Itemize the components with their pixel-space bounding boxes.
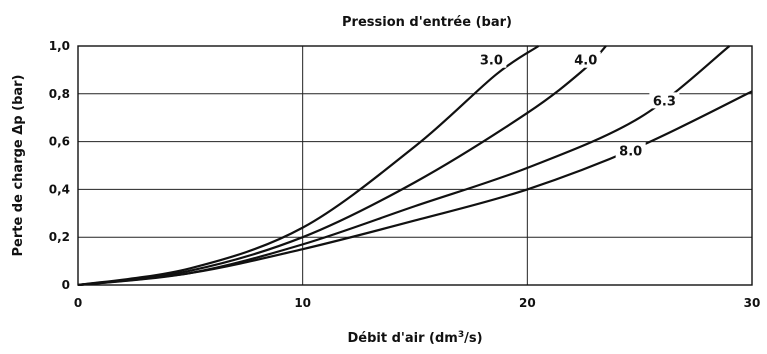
ticks-layer: 0 0,2 0,4 0,6 0,8 1,0 0 10 20 30	[49, 39, 761, 310]
series-line-3.0	[78, 45, 540, 286]
series-label-bg-6.3	[649, 92, 680, 109]
y-tick-label: 0,4	[49, 182, 70, 196]
plot-frame	[77, 45, 753, 286]
x-tick-label: 20	[519, 296, 536, 310]
series-label-8.0: 8.0	[619, 145, 642, 160]
series-label-bg-3.0	[476, 51, 507, 68]
x-tick-label: 10	[294, 296, 311, 310]
y-tick-label: 0	[62, 278, 70, 292]
x-axis-title: Débit d'air (dm3/s)	[347, 330, 482, 346]
series-label-bg-8.0	[615, 142, 646, 159]
y-tick-label: 0,8	[49, 87, 70, 101]
series-label-4.0: 4.0	[574, 54, 597, 69]
series-line-6.3	[78, 45, 731, 286]
series-line-8.0	[78, 90, 752, 286]
chart-title: Pression d'entrée (bar)	[342, 15, 512, 30]
curves-layer	[78, 45, 752, 286]
series-label-6.3: 6.3	[653, 94, 676, 109]
y-tick-label: 0,2	[49, 230, 70, 244]
x-tick-label: 30	[744, 296, 761, 310]
series-line-4.0	[78, 45, 607, 286]
labels-layer: 3.0 4.0 6.3 8.0	[476, 51, 680, 160]
y-tick-label: 0,6	[49, 135, 70, 149]
x-tick-label: 0	[74, 296, 82, 310]
y-tick-label: 1,0	[49, 39, 70, 53]
series-label-3.0: 3.0	[480, 54, 503, 69]
y-axis-title: Perte de charge Δp (bar)	[11, 74, 26, 256]
series-label-bg-4.0	[570, 51, 601, 68]
grid-layer	[77, 45, 753, 286]
